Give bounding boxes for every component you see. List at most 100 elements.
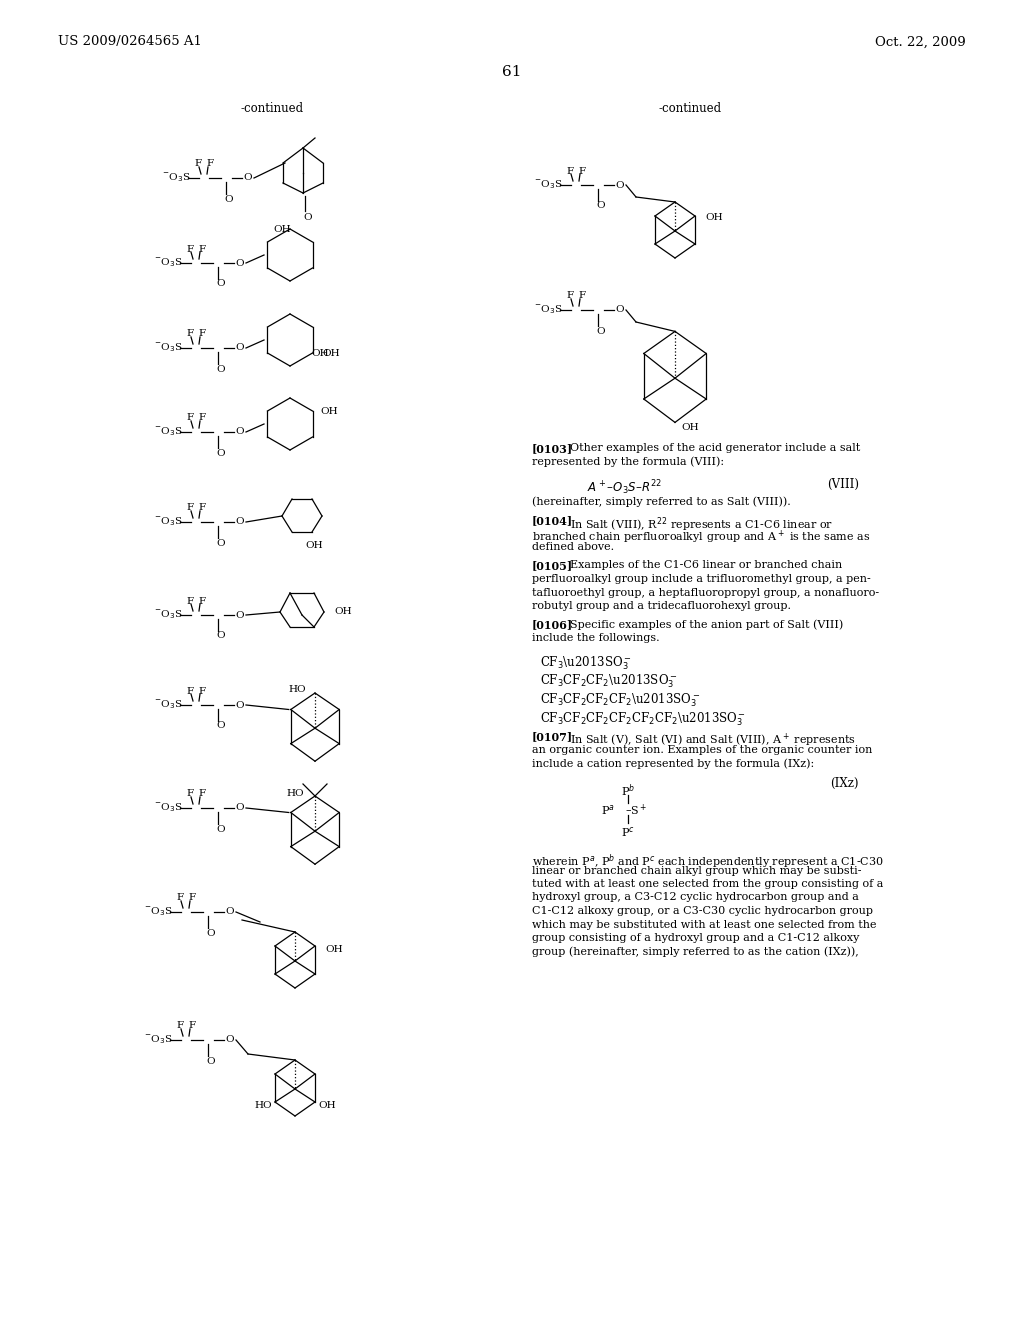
Text: HO: HO <box>288 685 306 693</box>
Text: O: O <box>244 173 252 182</box>
Text: OH: OH <box>323 348 340 358</box>
Text: US 2009/0264565 A1: US 2009/0264565 A1 <box>58 36 202 49</box>
Text: [0107]: [0107] <box>532 731 573 742</box>
Text: linear or branched chain alkyl group which may be substi-: linear or branched chain alkyl group whi… <box>532 866 861 875</box>
Text: P$^a$: P$^a$ <box>601 803 615 817</box>
Text: CF$_3$CF$_2$CF$_2$\u2013SO$_3^-$: CF$_3$CF$_2$CF$_2$\u2013SO$_3^-$ <box>540 673 678 690</box>
Text: In Salt (V), Salt (VI) and Salt (VIII), A$^+$ represents: In Salt (V), Salt (VI) and Salt (VIII), … <box>570 731 856 748</box>
Text: O: O <box>217 722 225 730</box>
Text: F: F <box>176 894 183 903</box>
Text: CF$_3$CF$_2$CF$_2$CF$_2$\u2013SO$_3^-$: CF$_3$CF$_2$CF$_2$CF$_2$\u2013SO$_3^-$ <box>540 692 700 709</box>
Text: O: O <box>224 194 233 203</box>
Text: defined above.: defined above. <box>532 543 614 552</box>
Text: (VIII): (VIII) <box>827 478 859 491</box>
Text: $^{-}$O$_3$S: $^{-}$O$_3$S <box>143 906 172 919</box>
Text: (hereinafter, simply referred to as Salt (VIII)).: (hereinafter, simply referred to as Salt… <box>532 496 791 507</box>
Text: OH: OH <box>318 1101 336 1110</box>
Text: OH: OH <box>334 607 351 616</box>
Text: F: F <box>176 1022 183 1031</box>
Text: CF$_3$CF$_2$CF$_2$CF$_2$CF$_2$CF$_2$\u2013SO$_3^-$: CF$_3$CF$_2$CF$_2$CF$_2$CF$_2$CF$_2$\u20… <box>540 710 745 727</box>
Text: O: O <box>217 364 225 374</box>
Text: $^{-}$O$_3$S: $^{-}$O$_3$S <box>154 425 182 438</box>
Text: F: F <box>199 330 206 338</box>
Text: an organic counter ion. Examples of the organic counter ion: an organic counter ion. Examples of the … <box>532 744 872 755</box>
Text: O: O <box>236 701 245 710</box>
Text: include a cation represented by the formula (IXz):: include a cation represented by the form… <box>532 759 814 770</box>
Text: [0103]: [0103] <box>532 444 573 454</box>
Text: O: O <box>217 825 225 833</box>
Text: OH: OH <box>273 224 291 234</box>
Text: F: F <box>186 330 194 338</box>
Text: O: O <box>217 539 225 548</box>
Text: Other examples of the acid generator include a salt: Other examples of the acid generator inc… <box>570 444 860 453</box>
Text: robutyl group and a tridecafluorohexyl group.: robutyl group and a tridecafluorohexyl g… <box>532 601 791 611</box>
Text: $^{-}$O$_3$S: $^{-}$O$_3$S <box>534 178 562 191</box>
Text: O: O <box>236 610 245 619</box>
Text: F: F <box>186 686 194 696</box>
Text: perfluoroalkyl group include a trifluoromethyl group, a pen-: perfluoroalkyl group include a trifluoro… <box>532 574 870 583</box>
Text: O: O <box>225 908 234 916</box>
Text: $^{-}$O$_3$S: $^{-}$O$_3$S <box>534 304 562 317</box>
Text: OH: OH <box>305 541 323 550</box>
Text: -continued: -continued <box>241 102 303 115</box>
Text: O: O <box>236 259 245 268</box>
Text: F: F <box>186 503 194 512</box>
Text: P$^c$: P$^c$ <box>622 825 635 840</box>
Text: –S$^+$: –S$^+$ <box>625 803 647 818</box>
Text: group consisting of a hydroxyl group and a C1-C12 alkoxy: group consisting of a hydroxyl group and… <box>532 933 859 942</box>
Text: O: O <box>207 1056 215 1065</box>
Text: $^{-}$O$_3$S: $^{-}$O$_3$S <box>154 609 182 622</box>
Text: F: F <box>199 244 206 253</box>
Text: branched chain perfluoroalkyl group and A$^+$ is the same as: branched chain perfluoroalkyl group and … <box>532 528 870 545</box>
Text: F: F <box>195 160 202 169</box>
Text: O: O <box>597 326 605 335</box>
Text: [0105]: [0105] <box>532 561 573 572</box>
Text: Oct. 22, 2009: Oct. 22, 2009 <box>876 36 966 49</box>
Text: O: O <box>304 213 312 222</box>
Text: F: F <box>566 166 573 176</box>
Text: O: O <box>236 804 245 813</box>
Text: $^{-}$O$_3$S: $^{-}$O$_3$S <box>154 698 182 711</box>
Text: F: F <box>199 789 206 799</box>
Text: F: F <box>188 894 196 903</box>
Text: F: F <box>579 166 586 176</box>
Text: O: O <box>597 202 605 210</box>
Text: OH: OH <box>321 407 338 416</box>
Text: O: O <box>217 449 225 458</box>
Text: F: F <box>579 292 586 301</box>
Text: F: F <box>188 1022 196 1031</box>
Text: O: O <box>615 181 625 190</box>
Text: (IXz): (IXz) <box>830 777 858 789</box>
Text: which may be substituted with at least one selected from the: which may be substituted with at least o… <box>532 920 877 929</box>
Text: Examples of the C1-C6 linear or branched chain: Examples of the C1-C6 linear or branched… <box>570 561 843 570</box>
Text: OH: OH <box>311 348 330 358</box>
Text: $^{-}$O$_3$S: $^{-}$O$_3$S <box>162 172 190 185</box>
Text: $A^+$–$O_3S$–$R^{22}$: $A^+$–$O_3S$–$R^{22}$ <box>587 478 662 496</box>
Text: Specific examples of the anion part of Salt (VIII): Specific examples of the anion part of S… <box>570 619 843 630</box>
Text: $^{-}$O$_3$S: $^{-}$O$_3$S <box>154 516 182 528</box>
Text: $^{-}$O$_3$S: $^{-}$O$_3$S <box>154 256 182 269</box>
Text: O: O <box>236 517 245 527</box>
Text: HO: HO <box>254 1101 271 1110</box>
Text: F: F <box>199 686 206 696</box>
Text: F: F <box>186 413 194 422</box>
Text: -continued: -continued <box>658 102 722 115</box>
Text: F: F <box>186 597 194 606</box>
Text: F: F <box>199 597 206 606</box>
Text: wherein P$^a$, P$^b$ and P$^c$ each independently represent a C1-C30: wherein P$^a$, P$^b$ and P$^c$ each inde… <box>532 851 884 871</box>
Text: F: F <box>199 413 206 422</box>
Text: $^{-}$O$_3$S: $^{-}$O$_3$S <box>154 342 182 354</box>
Text: P$^b$: P$^b$ <box>621 781 635 799</box>
Text: [0104]: [0104] <box>532 515 573 525</box>
Text: O: O <box>207 928 215 937</box>
Text: F: F <box>566 292 573 301</box>
Text: OH: OH <box>325 945 343 954</box>
Text: $^{-}$O$_3$S: $^{-}$O$_3$S <box>143 1034 172 1047</box>
Text: O: O <box>236 343 245 352</box>
Text: $^{-}$O$_3$S: $^{-}$O$_3$S <box>154 801 182 814</box>
Text: OH: OH <box>681 422 698 432</box>
Text: include the followings.: include the followings. <box>532 634 659 643</box>
Text: tafluoroethyl group, a heptafluoropropyl group, a nonafluoro-: tafluoroethyl group, a heptafluoropropyl… <box>532 587 880 598</box>
Text: F: F <box>186 789 194 799</box>
Text: O: O <box>217 280 225 289</box>
